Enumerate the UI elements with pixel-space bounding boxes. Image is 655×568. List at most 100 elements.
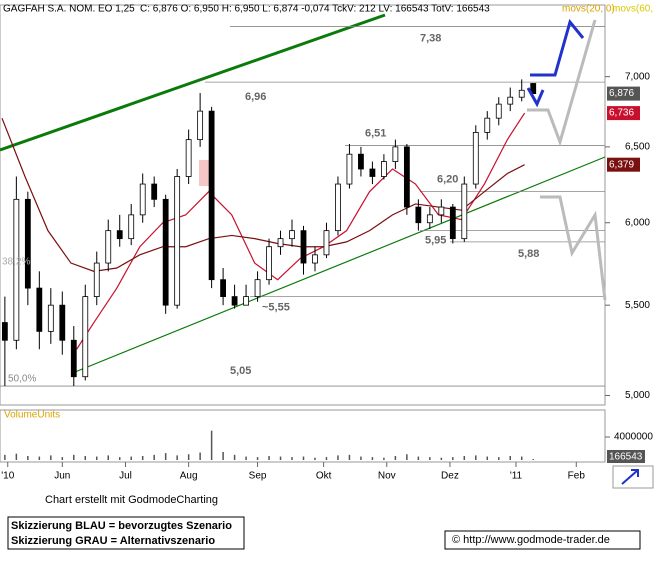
candle-body: [174, 176, 181, 306]
candle-body: [461, 183, 468, 240]
level-label: 6,20: [437, 174, 458, 186]
x-tick-label: Okt: [316, 471, 332, 482]
credit: Chart erstellt mit GodmodeCharting: [45, 494, 218, 506]
trend-line-upper: [0, 13, 386, 152]
blue-scenario: [530, 18, 585, 77]
y-tick-label: 5,500: [625, 300, 650, 311]
last-value-label: 6,876: [609, 88, 634, 99]
x-tick-label: Jul: [119, 471, 132, 482]
candle-body: [277, 238, 284, 248]
nav-arrow: [621, 469, 639, 485]
volume-panel: [0, 409, 606, 463]
x-tick-label: Aug: [180, 471, 198, 482]
candle-body: [13, 198, 20, 341]
candle-body: [82, 296, 89, 378]
candle-body: [358, 153, 364, 170]
level-label: 6,51: [365, 127, 386, 139]
candle-body: [472, 132, 479, 185]
quote: C: 6,876 O: 6,950 H: 6,950 L: 6,874 -0,0…: [140, 4, 490, 15]
candle-body: [59, 304, 66, 341]
candle-body: [484, 117, 491, 133]
candle-body: [312, 254, 318, 264]
candle-body: [47, 304, 54, 332]
candle-body: [392, 146, 399, 162]
candle-body: [162, 198, 169, 306]
level-label: ~5,55: [262, 302, 290, 314]
url-box: [444, 530, 641, 550]
candle-body: [530, 83, 537, 95]
candle-body: [254, 279, 261, 297]
candle-body: [518, 89, 525, 98]
candle-body: [243, 296, 249, 306]
y-tick-label: 6,500: [625, 142, 650, 153]
legend-ma20: movs(20, 0): [562, 4, 615, 15]
volume-label: VolumeUnits: [4, 410, 60, 421]
level-label: 5,88: [518, 248, 539, 260]
candle-body: [323, 230, 330, 256]
candle-body: [300, 230, 307, 264]
gray-scenario: [527, 19, 597, 147]
candle-body: [116, 230, 123, 240]
candle-body: [438, 206, 445, 216]
last-value-box: [607, 157, 640, 172]
level-label: 6,96: [245, 91, 266, 103]
candle-body: [151, 183, 158, 200]
level-label: 5,05: [230, 365, 251, 377]
candle-body: [1, 322, 8, 341]
legend-blue: Skizzierung BLAU = bevorzugtes Szenario: [11, 520, 232, 532]
last-value-box: [607, 86, 640, 101]
candle-body: [208, 110, 215, 281]
candle-body: [369, 168, 376, 177]
candle-body: [93, 262, 100, 297]
price-panel: [0, 4, 606, 406]
volume-last-label: 166543: [609, 452, 643, 463]
candle-body: [185, 139, 192, 177]
legend-ma60: movs(60, 0): [612, 4, 655, 15]
candle-body: [507, 96, 514, 105]
x-tick-label: '10: [1, 471, 14, 482]
candle-body: [231, 296, 238, 306]
chart-title: GAGFAH S.A. NOM. EO 1,25: [3, 4, 135, 15]
candle-body: [426, 214, 433, 224]
candle-body: [289, 230, 295, 240]
x-tick-label: Jun: [54, 471, 70, 482]
candle-body: [449, 206, 456, 240]
gray-scenario-lower: [540, 195, 607, 301]
candle-body: [220, 279, 227, 297]
x-tick-label: Feb: [568, 471, 586, 482]
url: © http://www.godmode-trader.de: [452, 534, 610, 546]
trend-line-lower: [74, 156, 606, 373]
candle-body: [266, 246, 272, 281]
candle-body: [70, 339, 77, 378]
candle-body: [197, 110, 204, 141]
y-tick-label: 7,000: [625, 71, 650, 82]
last-value-label: 6,736: [609, 108, 634, 119]
y-tick-label: 5,000: [625, 390, 650, 401]
fib-label: 38,2%: [2, 257, 30, 268]
candle-body: [346, 153, 353, 185]
candle-body: [415, 206, 422, 224]
level-label: 7,38: [420, 32, 441, 44]
candle-body: [380, 161, 387, 177]
last-value-label: 6,379: [609, 159, 634, 170]
last-value-box: [607, 106, 640, 121]
candle-body: [24, 198, 31, 289]
volume-tick-label: 4000000: [614, 432, 653, 443]
legend-gray: Skizzierung GRAU = Alternativszenario: [11, 535, 215, 547]
volume-last-box: [607, 450, 645, 463]
candle-body: [335, 183, 341, 232]
legend-box: [7, 516, 245, 550]
x-tick-label: Sep: [249, 471, 267, 482]
candle-body: [495, 103, 502, 119]
y-tick-label: 6,000: [625, 217, 650, 228]
x-tick-label: Nov: [378, 471, 396, 482]
level-label: 5,95: [425, 235, 446, 247]
candle-body: [105, 230, 112, 264]
candle-body: [36, 287, 43, 332]
candle-body: [139, 183, 146, 216]
blue-arrow: [526, 87, 545, 108]
fib-label: 50,0%: [8, 374, 36, 385]
x-tick-label: Dez: [441, 471, 459, 482]
